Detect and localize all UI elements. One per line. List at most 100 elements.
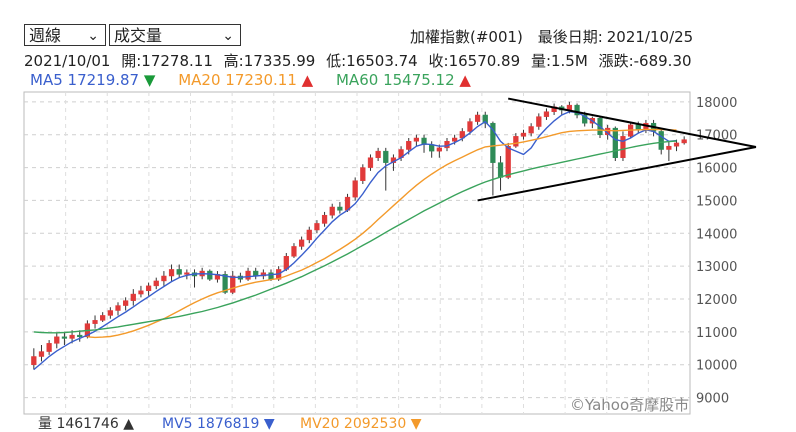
- candle-body: [681, 139, 687, 144]
- ma5-line: [33, 110, 677, 371]
- candle-body: [176, 269, 182, 275]
- ma60-value: 15475.12: [383, 71, 455, 89]
- candle-body: [367, 157, 374, 168]
- volume-legend-item: MV20 2092530 ▼: [300, 416, 422, 432]
- candle-body: [268, 272, 274, 280]
- candle-body: [452, 137, 458, 142]
- indicator-select-value: 成交量: [114, 26, 163, 45]
- candle-body: [92, 320, 98, 324]
- y-tick-label: 13000: [696, 260, 737, 275]
- ma60-name: MA60: [335, 71, 379, 89]
- chart-header: 加權指數(#001) 最後日期: 2021/10/25: [410, 26, 703, 47]
- candle-body: [161, 275, 167, 282]
- candle-body: [383, 150, 389, 163]
- indicator-select[interactable]: 成交量 ⌄: [109, 24, 241, 46]
- candle-body: [31, 356, 37, 365]
- candle-body: [520, 132, 527, 137]
- y-tick-label: 9000: [696, 392, 729, 407]
- candle-body: [107, 310, 113, 316]
- last-date: 2021/10/25: [606, 28, 694, 46]
- candle-body: [543, 111, 550, 117]
- candle-body: [314, 223, 320, 231]
- candle-body: [582, 114, 588, 124]
- up-arrow-icon: ▲: [301, 71, 314, 89]
- candle-body: [360, 167, 366, 181]
- watermark: ©Yahoo奇摩股市: [570, 396, 690, 414]
- candle-body: [658, 131, 664, 150]
- candle-body: [54, 336, 60, 344]
- candle-body: [352, 180, 358, 198]
- candle-body: [298, 239, 305, 247]
- ma-legend: MA5 17219.87 ▼ MA20 17230.11 ▲ MA60 1547…: [30, 71, 489, 89]
- candle-body: [337, 206, 343, 211]
- ohlc-date: 2021/10/01: [24, 52, 111, 70]
- candle-body: [536, 116, 542, 127]
- candle-body: [513, 136, 519, 147]
- candle-body: [245, 270, 251, 280]
- candle-body: [482, 114, 488, 124]
- trendline-upper: [508, 97, 757, 148]
- period-select-value: 週線: [29, 26, 62, 45]
- ohlc-change: 漲跌:-689.30: [598, 52, 692, 70]
- candle-body: [130, 293, 136, 301]
- candle-body: [329, 206, 335, 216]
- candle-body: [413, 137, 420, 142]
- down-arrow-icon: ▼: [143, 71, 156, 89]
- candle-body: [467, 121, 473, 132]
- candle-body: [77, 334, 83, 338]
- candle-body: [375, 150, 381, 158]
- y-tick-label: 15000: [696, 194, 737, 209]
- candle-body: [436, 147, 442, 152]
- ma20-line: [87, 128, 677, 339]
- ma20-legend: MA20 17230.11 ▲: [178, 71, 318, 89]
- candle-body: [612, 127, 618, 158]
- y-tick-label: 11000: [696, 326, 737, 341]
- candle-body: [497, 162, 504, 178]
- chevron-down-icon: ⌄: [87, 28, 99, 44]
- candle-body: [321, 214, 328, 224]
- candle-body: [222, 274, 228, 293]
- volume-legend-item: 量 1461746 ▲: [38, 416, 134, 432]
- volume-legend-item: MV5 1876819 ▼: [162, 416, 275, 432]
- candle-body: [61, 336, 68, 339]
- y-tick-label: 16000: [696, 162, 737, 177]
- y-tick-label: 17000: [696, 129, 737, 144]
- y-tick-label: 12000: [696, 293, 737, 308]
- candle-body: [46, 343, 52, 352]
- ma60-legend: MA60 15475.12 ▲: [336, 71, 471, 89]
- chevron-down-icon: ⌄: [222, 28, 234, 44]
- y-tick-label: 18000: [696, 96, 737, 111]
- candle-body: [207, 270, 213, 280]
- candle-body: [620, 136, 626, 158]
- ma20-name: MA20: [178, 71, 221, 89]
- candle-body: [138, 290, 144, 295]
- ma5-value: 17219.87: [67, 71, 140, 89]
- candle-body: [38, 351, 45, 357]
- ohlc-close: 收:16570.89: [428, 52, 521, 70]
- candle-body: [474, 114, 481, 122]
- candle-body: [115, 305, 121, 311]
- candle-body: [574, 104, 580, 116]
- candle-body: [168, 269, 175, 277]
- ohlc-low: 低:16503.74: [326, 52, 418, 70]
- candle-body: [528, 126, 534, 134]
- candle-body: [145, 285, 152, 292]
- ma5-legend: MA5 17219.87 ▼: [30, 71, 160, 89]
- candle-body: [673, 142, 680, 147]
- last-date-label: 最後日期:: [537, 28, 603, 46]
- candle-body: [153, 280, 159, 287]
- candle-body: [406, 141, 412, 150]
- ohlc-line: 2021/10/01 開:17278.11 高:17335.99 低:16503…: [24, 50, 698, 71]
- period-select[interactable]: 週線 ⌄: [24, 24, 106, 46]
- candle-body: [505, 145, 511, 178]
- up-arrow-icon: ▲: [459, 71, 471, 89]
- ohlc-open: 開:17278.11: [121, 52, 213, 70]
- candle-body: [69, 334, 75, 339]
- ma5-name: MA5: [30, 71, 63, 89]
- ohlc-volume: 量:1.5M: [530, 52, 588, 70]
- candle-body: [123, 300, 129, 306]
- ma60-line: [33, 140, 677, 334]
- y-tick-label: 14000: [696, 227, 737, 242]
- candle-body: [100, 315, 106, 321]
